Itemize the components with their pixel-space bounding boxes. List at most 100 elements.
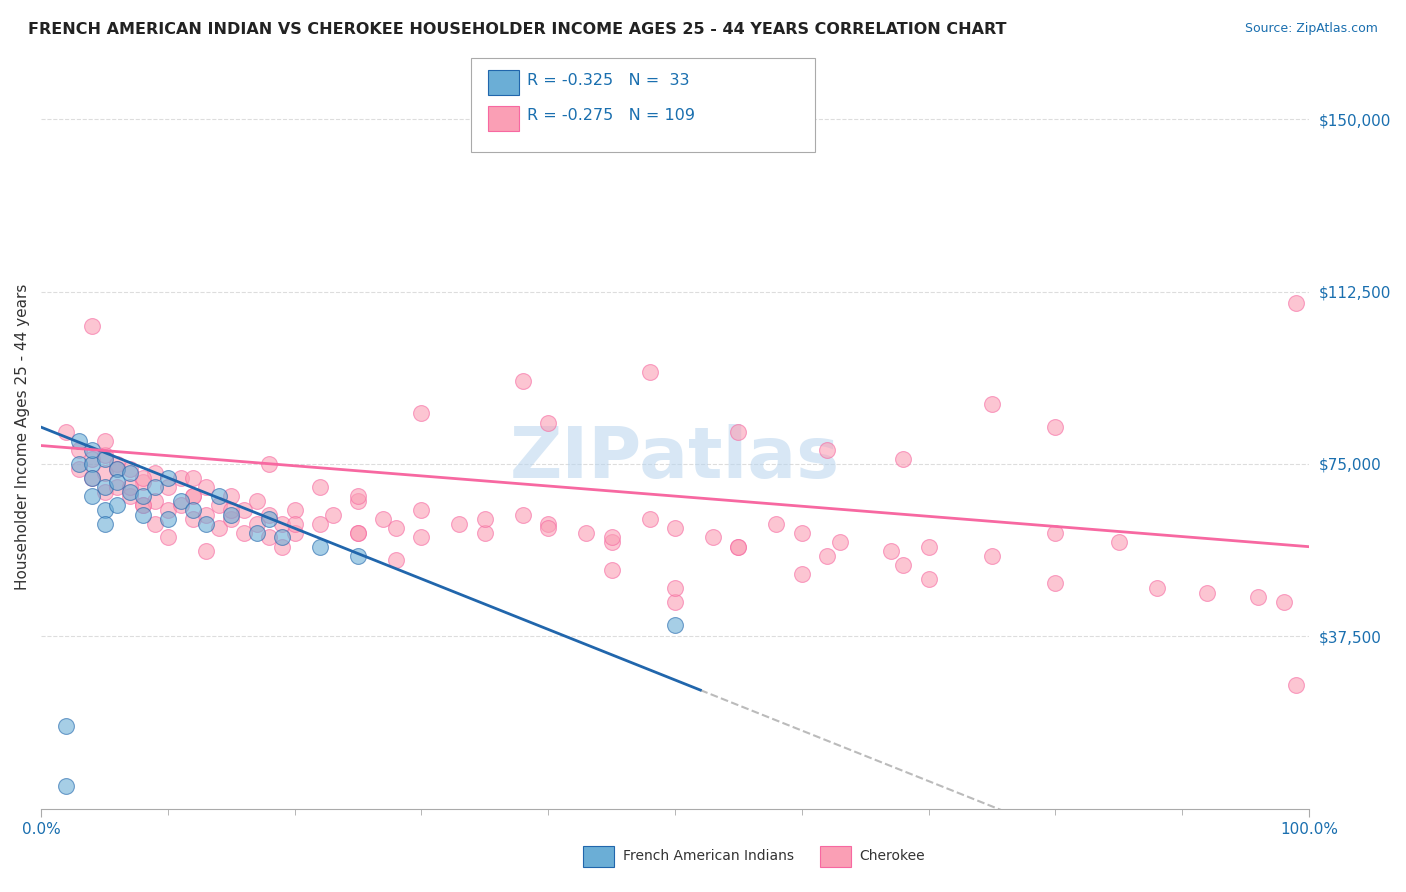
Point [246,493,269,508]
Point [80,471,103,485]
Point [169,498,191,512]
Text: ZIPatlas: ZIPatlas [510,425,839,493]
Point [309,540,332,554]
Point [105,475,128,490]
Point [93,434,115,448]
Point [143,516,166,531]
Point [664,595,686,609]
Point [67,443,90,458]
Point [55,719,77,733]
Point [105,457,128,471]
Point [80,319,103,334]
Point [891,558,914,572]
Point [815,443,838,458]
Point [194,508,217,522]
Point [194,516,217,531]
Point [411,531,433,545]
Point [271,540,294,554]
Point [194,480,217,494]
Point [131,489,153,503]
Point [93,452,115,467]
Point [1285,296,1308,310]
Point [664,617,686,632]
Point [105,461,128,475]
Point [55,425,77,439]
Point [93,466,115,480]
Point [537,516,560,531]
Point [181,489,204,503]
Point [309,480,332,494]
Point [80,471,103,485]
Point [727,425,749,439]
Point [105,461,128,475]
Point [169,493,191,508]
Point [105,480,128,494]
Point [322,508,344,522]
Point [246,525,269,540]
Point [347,493,370,508]
Point [259,457,281,471]
Point [156,512,179,526]
Point [347,525,370,540]
Point [385,521,408,535]
Point [93,448,115,462]
Point [284,516,307,531]
Point [55,779,77,793]
Text: R = -0.325   N =  33: R = -0.325 N = 33 [527,73,690,87]
Point [271,531,294,545]
Point [474,512,496,526]
Point [981,549,1004,563]
Text: Cherokee: Cherokee [859,849,925,863]
Point [1146,581,1168,595]
Point [131,475,153,490]
Point [917,540,939,554]
Point [537,521,560,535]
Point [891,452,914,467]
Point [1045,420,1067,434]
Point [284,503,307,517]
Point [67,461,90,475]
Point [727,540,749,554]
Point [181,489,204,503]
Point [80,457,103,471]
Point [233,503,256,517]
Text: R = -0.275   N = 109: R = -0.275 N = 109 [527,109,695,123]
Point [207,498,229,512]
Point [917,572,939,586]
Point [1247,591,1270,605]
Point [143,466,166,480]
Point [702,531,724,545]
Point [600,535,623,549]
Point [181,512,204,526]
Point [411,503,433,517]
Point [537,416,560,430]
Point [80,489,103,503]
Point [727,540,749,554]
Point [156,480,179,494]
Point [93,503,115,517]
Point [1045,576,1067,591]
Point [1108,535,1130,549]
Point [181,503,204,517]
Point [309,516,332,531]
Point [118,489,141,503]
Point [93,484,115,499]
Point [512,508,534,522]
Point [385,553,408,567]
Point [474,525,496,540]
Point [664,521,686,535]
Point [284,525,307,540]
Point [373,512,395,526]
Point [131,471,153,485]
Point [347,525,370,540]
Point [219,508,242,522]
Point [575,525,598,540]
Point [600,563,623,577]
Point [449,516,471,531]
Point [411,406,433,420]
Point [600,531,623,545]
Point [219,489,242,503]
Point [828,535,851,549]
Point [347,549,370,563]
Text: FRENCH AMERICAN INDIAN VS CHEROKEE HOUSEHOLDER INCOME AGES 25 - 44 YEARS CORRELA: FRENCH AMERICAN INDIAN VS CHEROKEE HOUSE… [28,22,1007,37]
